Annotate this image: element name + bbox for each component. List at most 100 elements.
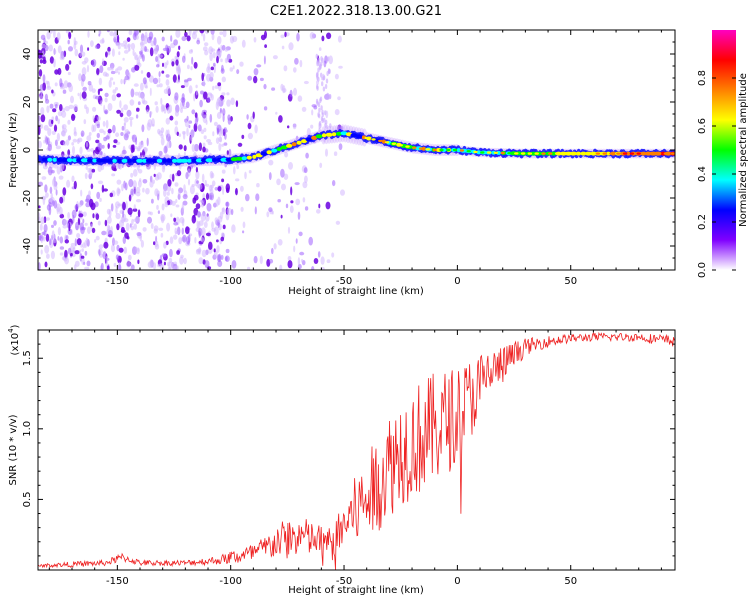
spectrogram-noise-speckle bbox=[280, 34, 285, 39]
spectrogram-noise-speckle bbox=[53, 165, 58, 169]
spectrogram-noise-speckle bbox=[191, 144, 196, 152]
spectrogram-noise-speckle bbox=[318, 47, 322, 51]
spectrogram-noise-speckle bbox=[88, 167, 93, 177]
spectrogram-noise-speckle bbox=[219, 136, 223, 143]
spectrogram-ridge-hotspot bbox=[670, 152, 675, 155]
spectrogram-noise-speckle bbox=[71, 175, 75, 183]
spectrogram-noise-speckle bbox=[125, 222, 130, 231]
spectrogram-noise-speckle bbox=[169, 236, 174, 244]
spectrogram-noise-speckle bbox=[174, 120, 179, 126]
spectrogram-noise-speckle bbox=[165, 74, 170, 78]
spectrogram-noise-speckle bbox=[47, 166, 53, 176]
spectrogram-noise-speckle bbox=[299, 251, 305, 256]
spectrogram-noise-speckle bbox=[154, 240, 159, 247]
spectrogram-noise-speckle bbox=[222, 108, 226, 116]
spectrogram-ridge-blob bbox=[101, 158, 108, 163]
spectrogram-noise-speckle bbox=[188, 124, 191, 129]
spectrogram-noise-speckle bbox=[301, 106, 307, 112]
spectrogram-noise-speckle bbox=[253, 68, 259, 76]
spectrogram-noise-speckle bbox=[127, 254, 132, 261]
spectrogram-noise-speckle bbox=[133, 204, 136, 210]
spectrogram-noise-speckle bbox=[116, 179, 122, 185]
spectrogram-noise-speckle bbox=[47, 128, 52, 136]
spectrogram-noise-speckle bbox=[175, 230, 179, 235]
spectrogram-noise-speckle bbox=[135, 186, 141, 194]
spectrogram-noise-speckle bbox=[195, 170, 200, 180]
spectrogram-noise-speckle bbox=[123, 133, 129, 141]
spectrogram-noise-speckle bbox=[105, 51, 108, 58]
spectrogram-noise-speckle bbox=[90, 183, 94, 190]
spectrogram-noise-speckle bbox=[325, 148, 328, 157]
spectrogram-noise-speckle bbox=[156, 84, 160, 88]
spectrogram-noise-speckle bbox=[138, 179, 142, 188]
spectrogram-noise-speckle bbox=[197, 124, 202, 132]
spectrogram-ridge-blob bbox=[276, 147, 282, 151]
spectrogram-noise-speckle bbox=[160, 134, 164, 139]
spectrogram-noise-speckle bbox=[97, 88, 100, 96]
spectrogram-noise-speckle bbox=[99, 65, 104, 74]
spectrogram-noise-speckle bbox=[221, 169, 226, 174]
spectrogram-noise-speckle bbox=[153, 37, 157, 46]
spectrogram-noise-speckle bbox=[45, 217, 51, 221]
spectrogram-noise-speckle bbox=[115, 213, 121, 220]
spectrogram-noise-speckle bbox=[150, 40, 155, 47]
spectrogram-noise-speckle bbox=[68, 104, 74, 109]
spectrogram-noise-speckle bbox=[119, 112, 124, 118]
spectrogram-ridge-hotspot bbox=[663, 152, 669, 155]
spectrogram-noise-speckle bbox=[52, 200, 55, 207]
spectrogram-noise-speckle bbox=[38, 119, 41, 123]
spectrogram-noise-speckle bbox=[100, 100, 103, 106]
spectrogram-noise-speckle bbox=[335, 220, 341, 225]
spectrogram-noise-speckle bbox=[145, 85, 148, 89]
spectrogram-noise-speckle bbox=[79, 51, 83, 58]
spectrogram-noise-speckle bbox=[221, 76, 226, 83]
spectrogram-noise-speckle bbox=[122, 210, 125, 218]
spectrogram-noise-speckle bbox=[85, 106, 89, 115]
spectrogram-noise-speckle bbox=[140, 152, 142, 159]
spectrogram-noise-speckle bbox=[151, 118, 155, 127]
spectrogram-noise-speckle bbox=[40, 238, 43, 244]
spectrogram-noise-speckle bbox=[46, 30, 51, 40]
spectrogram-noise-speckle bbox=[216, 35, 222, 45]
spectrogram-noise-speckle bbox=[256, 183, 260, 188]
spectrogram-noise-speckle bbox=[40, 88, 43, 96]
spectrogram-noise-speckle bbox=[79, 146, 83, 155]
spectrogram-noise-speckle bbox=[162, 165, 165, 170]
spectrogram-ridge-blob bbox=[145, 158, 154, 163]
spectrogram-noise-speckle bbox=[128, 30, 133, 36]
spectrogram-noise-speckle bbox=[222, 186, 225, 195]
spectrogram-noise-speckle bbox=[42, 164, 48, 170]
spectrogram-noise-speckle bbox=[38, 216, 41, 223]
spectrogram-ridge-blob bbox=[172, 158, 177, 163]
spectrogram-noise-speckle bbox=[94, 95, 101, 100]
spectrogram-ridge-blob bbox=[296, 140, 302, 145]
spectrogram-noise-speckle bbox=[160, 213, 166, 222]
spectrogram-noise-speckle bbox=[67, 212, 70, 219]
spectrogram-noise-speckle bbox=[132, 208, 138, 212]
spectrogram-noise-speckle bbox=[327, 68, 331, 74]
spectrogram-ridge-blob bbox=[235, 156, 244, 161]
spectrogram-noise-speckle bbox=[175, 59, 179, 66]
spectrogram-noise-speckle bbox=[130, 144, 134, 154]
spectrogram-noise-speckle bbox=[316, 84, 319, 90]
spectrogram-noise-speckle bbox=[196, 39, 201, 45]
spectrogram-noise-speckle bbox=[140, 70, 144, 74]
snr-x-tick-label: 50 bbox=[564, 576, 577, 587]
spectrogram-noise-speckle bbox=[137, 209, 141, 218]
spectrogram-noise-speckle bbox=[61, 151, 65, 158]
spectrogram-noise-speckle bbox=[115, 68, 119, 74]
spectrogram-ridge-hotspot bbox=[595, 152, 601, 155]
spectrogram-noise-speckle bbox=[170, 213, 173, 218]
spectrogram-noise-speckle bbox=[317, 112, 320, 118]
spectrogram-noise-speckle bbox=[84, 222, 88, 226]
spectrogram-noise-speckle bbox=[128, 116, 134, 121]
spectrogram-noise-speckle bbox=[88, 132, 92, 136]
spectrogram-noise-speckle bbox=[259, 255, 263, 265]
spectrogram-noise-speckle bbox=[128, 194, 132, 202]
spectrogram-noise-speckle bbox=[87, 30, 90, 38]
spectrogram-noise-speckle bbox=[333, 151, 338, 156]
spectrogram-ridge-blob bbox=[52, 157, 57, 162]
spectrogram-ridge-blob bbox=[325, 132, 333, 137]
spectrogram-noise-speckle bbox=[166, 133, 171, 142]
spectrogram-noise-speckle bbox=[163, 108, 167, 114]
